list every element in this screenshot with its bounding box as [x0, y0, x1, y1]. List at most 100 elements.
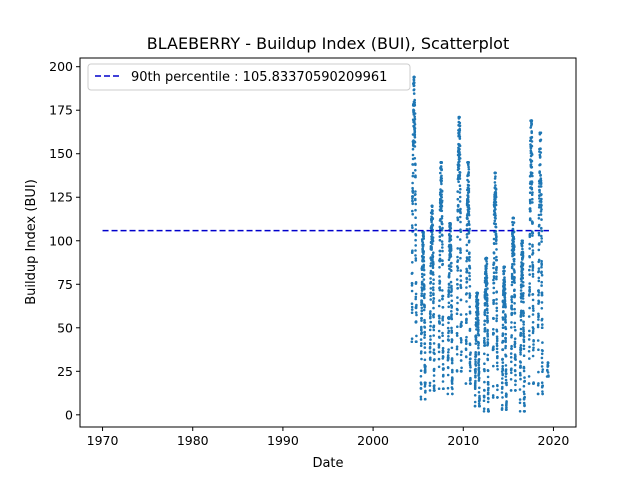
- data-point: [468, 343, 472, 347]
- data-point: [486, 332, 489, 335]
- data-point: [468, 327, 472, 331]
- data-point: [467, 204, 471, 207]
- data-point: [413, 112, 417, 115]
- data-point: [419, 338, 423, 341]
- data-point: [477, 377, 481, 380]
- data-point: [482, 394, 486, 398]
- data-point: [451, 387, 454, 391]
- data-point: [469, 376, 472, 380]
- data-point: [504, 346, 507, 350]
- data-point: [410, 311, 414, 315]
- data-point: [411, 261, 414, 264]
- data-point: [451, 377, 454, 381]
- data-point: [411, 153, 415, 157]
- data-point: [476, 316, 480, 320]
- data-point: [414, 257, 418, 260]
- data-point: [494, 208, 497, 211]
- data-point: [412, 88, 416, 91]
- data-point: [539, 147, 542, 150]
- data-point: [455, 334, 459, 337]
- data-point: [420, 292, 424, 295]
- data-point: [530, 171, 534, 175]
- data-point: [459, 228, 462, 231]
- data-point: [456, 259, 460, 262]
- data-point: [414, 162, 417, 166]
- data-point: [438, 235, 442, 238]
- data-point: [495, 342, 499, 345]
- data-point: [496, 384, 499, 387]
- data-point: [510, 347, 513, 351]
- data-point: [528, 306, 531, 310]
- data-point: [530, 135, 534, 139]
- data-point: [429, 291, 433, 295]
- data-point: [477, 328, 480, 332]
- data-point: [414, 197, 417, 201]
- data-point: [495, 317, 499, 320]
- data-point: [438, 286, 442, 289]
- data-point: [429, 294, 433, 297]
- data-point: [504, 314, 507, 318]
- data-point: [500, 391, 504, 394]
- data-point: [428, 345, 432, 349]
- data-point: [528, 217, 532, 220]
- data-point: [501, 396, 504, 399]
- data-point: [449, 265, 453, 268]
- data-point: [494, 200, 498, 204]
- data-point: [447, 305, 451, 309]
- data-point: [447, 321, 450, 325]
- data-point: [432, 389, 436, 392]
- data-point: [449, 234, 453, 238]
- data-point: [504, 336, 508, 340]
- data-point: [529, 146, 533, 150]
- data-point: [460, 350, 463, 354]
- data-point: [477, 402, 481, 406]
- data-point: [505, 381, 508, 385]
- plot-frame: [79, 57, 577, 428]
- data-point: [483, 344, 487, 347]
- data-point: [414, 190, 417, 193]
- data-point: [501, 368, 505, 371]
- data-point: [527, 294, 531, 297]
- data-point: [430, 226, 434, 230]
- data-point: [456, 216, 459, 219]
- data-point: [540, 381, 544, 385]
- data-point: [432, 386, 436, 390]
- data-point: [423, 366, 427, 370]
- data-point: [458, 147, 461, 151]
- data-point: [519, 313, 523, 316]
- data-point: [455, 278, 459, 281]
- data-point: [477, 346, 480, 350]
- data-point: [458, 144, 462, 148]
- data-point: [413, 136, 417, 139]
- data-point: [530, 159, 534, 163]
- data-point: [441, 318, 445, 322]
- data-point: [438, 316, 441, 320]
- data-point: [411, 174, 415, 178]
- data-point: [458, 160, 461, 163]
- data-point: [429, 358, 432, 361]
- x-axis-label: Date: [312, 456, 343, 471]
- data-point: [440, 240, 444, 243]
- data-point: [501, 318, 505, 321]
- data-point: [537, 312, 540, 316]
- data-point: [494, 193, 498, 197]
- data-point: [511, 223, 515, 227]
- data-point: [539, 210, 543, 213]
- data-point: [438, 253, 442, 257]
- data-point: [420, 331, 424, 335]
- data-point: [468, 271, 471, 275]
- data-point: [513, 363, 517, 367]
- data-point: [428, 384, 432, 387]
- data-point: [441, 363, 445, 366]
- data-point: [527, 350, 531, 353]
- data-point: [501, 326, 505, 330]
- data-point: [527, 382, 531, 385]
- data-point: [438, 257, 442, 261]
- data-point: [456, 255, 459, 259]
- data-point: [504, 340, 508, 344]
- data-point: [437, 350, 441, 354]
- data-point: [431, 239, 435, 243]
- data-point: [510, 272, 514, 276]
- data-point: [536, 325, 540, 329]
- data-point: [504, 291, 507, 295]
